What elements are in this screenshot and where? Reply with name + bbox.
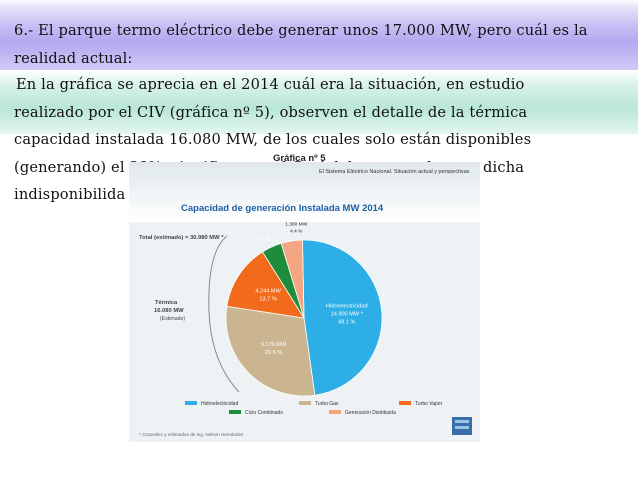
legend-label-turbo-vapor: Turbo Vapor bbox=[415, 401, 443, 407]
termica-value: 16.080 MW bbox=[154, 308, 184, 314]
figure-caption: Gráfica nº 5 bbox=[273, 153, 326, 164]
slice-percent-turbo-gas: 29.6 % bbox=[265, 350, 282, 356]
legend-swatch-turbo-vapor bbox=[399, 401, 411, 405]
chart-image: El Sistema Eléctrico Nacional. Situación… bbox=[129, 162, 480, 442]
pie-chart: El Sistema Eléctrico Nacional. Situación… bbox=[139, 169, 472, 437]
chart-legend: Hidroelectricidad Turbo Gas Turbo Vapor Cic… bbox=[185, 401, 443, 416]
legend-label-generaci-n-distribuida: Generación Distribuida bbox=[345, 410, 396, 416]
slice-name-hidroelectricidad: Hidroelectricidad bbox=[326, 304, 368, 310]
legend-label-hidroelectricidad: Hidroelectricidad bbox=[201, 401, 238, 407]
slice-percent-turbo-vapor: 13.7 % bbox=[259, 296, 276, 302]
legend-label-ciclo-combinado: Ciclo Combinado bbox=[245, 410, 283, 416]
chart-header-band bbox=[129, 162, 480, 222]
chart-footnote: * Corpoelec y estimados de Ing. Nelson H… bbox=[139, 432, 244, 437]
chart-header-text: El Sistema Eléctrico Nacional. Situación… bbox=[319, 169, 470, 175]
termica-label: Térmica bbox=[155, 300, 178, 306]
legend-swatch-hidroelectricidad bbox=[185, 401, 197, 405]
pie-slices bbox=[225, 239, 383, 397]
pie-slice-turbo-vapor bbox=[226, 251, 305, 319]
legend-swatch-ciclo-combinado bbox=[229, 410, 241, 414]
chart-title: Capacidad de generación Instalada MW 201… bbox=[181, 203, 384, 214]
pie-labels: Hidroelectricidad 14.900 MW * 48.1 % 9.170 … bbox=[255, 222, 367, 356]
pie-slice-hidroelectricidad bbox=[302, 239, 383, 396]
paragraph-analysis-line1: En la gráfica se aprecia en el 2014 cuál… bbox=[16, 76, 525, 93]
termica-bracket bbox=[208, 235, 240, 393]
slice-value-turbo-vapor: 4.244 MW bbox=[255, 288, 281, 294]
pie-slice-generaci-n-distribuida bbox=[280, 239, 305, 319]
pie-slice-turbo-gas bbox=[225, 305, 316, 397]
slice-percent-ciclo-combinado: 4.2 % bbox=[257, 237, 271, 243]
termica-note: (Estimado) bbox=[160, 316, 185, 322]
slice-percent-hidroelectricidad: 48.1 % bbox=[338, 320, 355, 326]
paragraph-intro: 6.- El parque termo eléctrico debe gener… bbox=[14, 17, 624, 72]
paragraph-analysis-line2: realizado por el CIV (gráfica nº 5), obs… bbox=[14, 103, 528, 121]
legend-swatch-turbo-gas bbox=[299, 401, 311, 405]
paragraph-analysis-line5: indisponibilida bbox=[14, 186, 126, 203]
highlight-band-green bbox=[0, 70, 638, 134]
institution-logo-stripe bbox=[455, 426, 469, 429]
slice-value-turbo-gas: 9.170 MW bbox=[261, 342, 287, 348]
total-label: Total (estimado) = 30.980 MW * bbox=[139, 235, 224, 241]
slice-value-hidroelectricidad: 14.900 MW * bbox=[331, 312, 364, 318]
paragraph-intro-line2: realidad actual: bbox=[14, 49, 133, 67]
paragraph-analysis-line3: capacidad instalada 16.080 MW, de los cu… bbox=[14, 131, 532, 148]
highlight-band-purple bbox=[0, 0, 638, 70]
legend-label-turbo-gas: Turbo Gas bbox=[315, 401, 339, 407]
slice-value-generaci-n-distribuida: 1.360 MW bbox=[285, 222, 307, 228]
paragraph-intro-line1: 6.- El parque termo eléctrico debe gener… bbox=[14, 22, 588, 39]
slice-percent-generaci-n-distribuida: 4.4 % bbox=[290, 229, 303, 235]
legend-swatch-generaci-n-distribuida bbox=[329, 410, 341, 414]
institution-logo-stripe bbox=[455, 420, 469, 423]
